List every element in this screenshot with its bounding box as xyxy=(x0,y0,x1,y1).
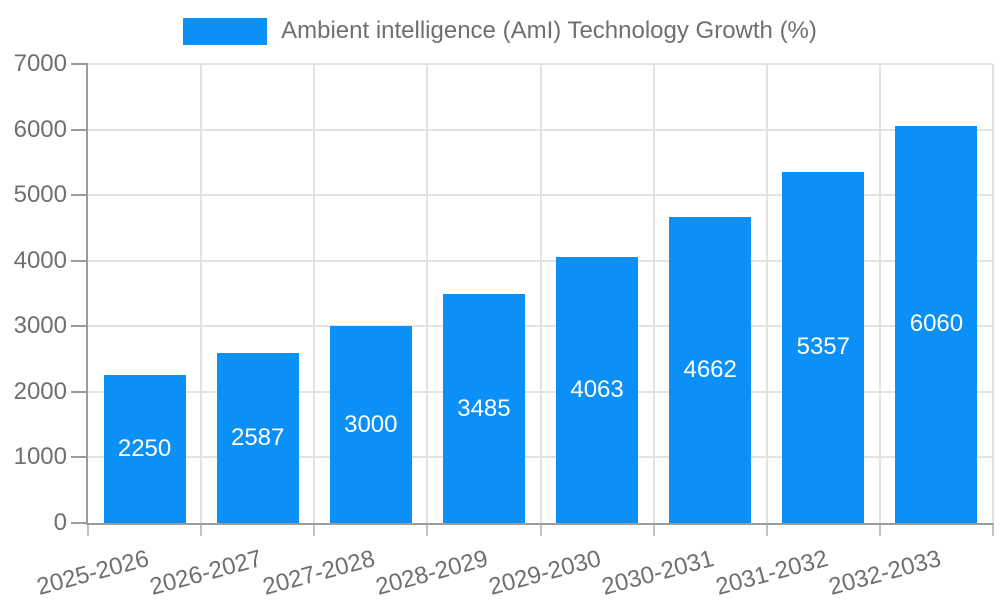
y-axis-tick xyxy=(71,63,88,65)
x-gridline xyxy=(992,64,994,523)
bar xyxy=(216,353,299,523)
x-axis-tick xyxy=(765,523,768,536)
x-gridline xyxy=(426,64,429,523)
x-axis-tick-label: 2028-2029 xyxy=(373,545,491,600)
x-gridline xyxy=(313,64,316,523)
x-axis-tick xyxy=(313,523,316,536)
x-axis-tick-label: 2032-2033 xyxy=(825,545,944,600)
bar-value-label: 5357 xyxy=(796,333,850,361)
bar-value-label: 2250 xyxy=(117,435,172,463)
y-axis-tick-label: 0 xyxy=(53,509,67,536)
y-axis-line xyxy=(86,64,88,525)
x-axis-tick-label: 2030-2031 xyxy=(599,545,718,600)
x-gridline xyxy=(765,64,768,523)
bar xyxy=(556,256,639,523)
x-axis-tick xyxy=(426,523,429,536)
bar-value-label: 4063 xyxy=(570,375,624,403)
bar xyxy=(442,294,525,523)
legend-swatch[interactable] xyxy=(183,17,268,45)
x-axis-tick-label: 2029-2030 xyxy=(486,545,605,600)
y-axis-tick-label: 4000 xyxy=(13,246,67,274)
bar-value-label: 4662 xyxy=(683,356,737,384)
y-axis-tick xyxy=(71,128,88,131)
y-axis-tick xyxy=(71,325,88,328)
y-axis-tick xyxy=(71,259,88,262)
x-axis-tick xyxy=(87,523,89,536)
y-axis-tick xyxy=(71,456,88,459)
x-axis-line xyxy=(86,523,993,525)
x-axis-tick-label: 2031-2032 xyxy=(712,545,831,600)
y-axis-tick xyxy=(71,390,88,393)
x-axis-tick xyxy=(992,523,994,536)
x-axis-tick-label: 2026-2027 xyxy=(146,545,265,600)
y-axis-tick-label: 6000 xyxy=(13,115,67,143)
x-gridline xyxy=(200,64,203,523)
legend[interactable]: Ambient intelligence (AmI) Technology Gr… xyxy=(0,17,1000,45)
y-axis-tick xyxy=(71,522,88,524)
x-gridline xyxy=(652,64,655,523)
bar xyxy=(103,375,186,523)
bar xyxy=(895,125,978,523)
bar-value-label: 6060 xyxy=(909,310,964,338)
bar-value-label: 3000 xyxy=(344,410,398,438)
bar xyxy=(669,217,752,523)
x-gridline xyxy=(539,64,542,523)
bar xyxy=(782,171,865,523)
y-axis-tick-label: 7000 xyxy=(13,50,67,77)
y-axis-tick-label: 2000 xyxy=(13,377,67,405)
bar-value-label: 2587 xyxy=(230,424,285,452)
x-gridline xyxy=(878,64,881,523)
y-axis-tick-label: 5000 xyxy=(13,181,67,209)
y-axis-tick-label: 3000 xyxy=(13,312,67,340)
y-axis-tick-label: 1000 xyxy=(13,443,67,471)
x-axis-tick xyxy=(539,523,542,536)
x-axis-tick xyxy=(878,523,881,536)
x-axis-tick xyxy=(652,523,655,536)
legend-label[interactable]: Ambient intelligence (AmI) Technology Gr… xyxy=(281,17,817,44)
bar-value-label: 3485 xyxy=(457,394,511,422)
y-axis-tick xyxy=(71,194,88,197)
bar xyxy=(329,326,412,523)
x-axis-tick xyxy=(200,523,203,536)
x-axis-tick-label: 2027-2028 xyxy=(259,545,378,600)
x-axis-tick-label: 2025-2026 xyxy=(33,545,152,600)
